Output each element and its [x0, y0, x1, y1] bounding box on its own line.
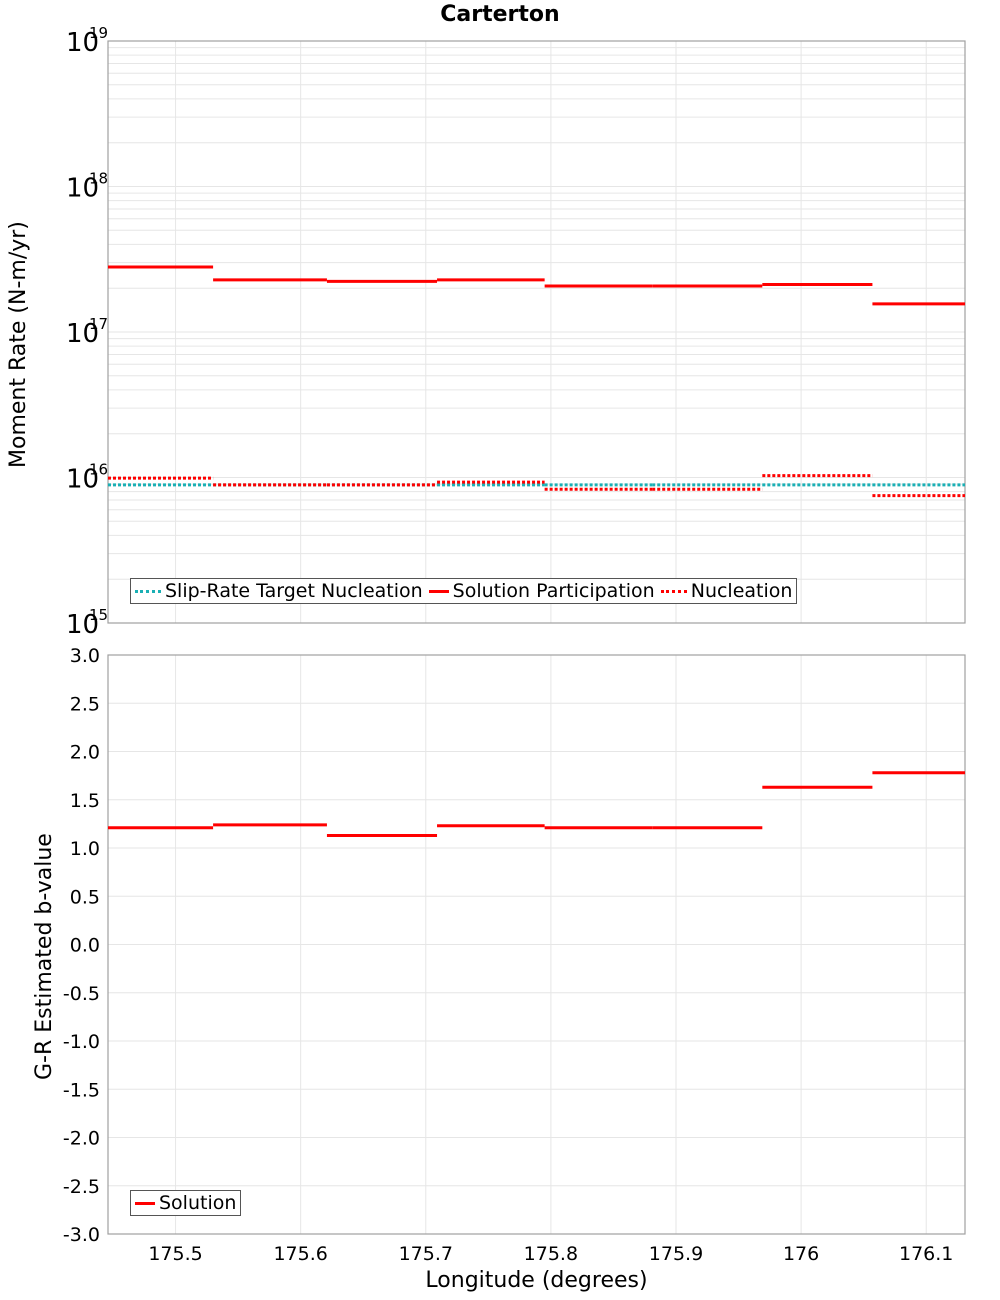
- top-ylabel: Moment Rate (N-m/yr): [6, 221, 31, 468]
- legend-item-solution: Solution: [135, 1192, 236, 1214]
- x-tick-label: 175.8: [524, 1243, 578, 1265]
- y-tick-label: 2.0: [70, 742, 100, 764]
- x-tick-label: 175.9: [649, 1243, 703, 1265]
- y-tick-label: 10: [66, 465, 99, 495]
- y-tick-label: 10: [66, 174, 99, 204]
- top-legend: Slip-Rate Target Nucleation Solution Par…: [130, 578, 798, 604]
- legend-item-target: Slip-Rate Target Nucleation: [135, 580, 423, 602]
- x-tick-label: 176: [783, 1243, 819, 1265]
- y-tick-label: -0.5: [63, 983, 100, 1005]
- y-tick-label: 0.0: [70, 935, 100, 957]
- legend-label: Slip-Rate Target Nucleation: [165, 580, 423, 602]
- legend-swatch-solid-red-icon: [428, 589, 449, 593]
- legend-item-participation: Solution Participation: [428, 580, 655, 602]
- chart-title: Carterton: [440, 2, 560, 27]
- y-tick-label: 10: [66, 28, 99, 58]
- y-tick-exponent: 19: [89, 24, 108, 42]
- x-tick-label: 176.1: [899, 1243, 953, 1265]
- y-tick-label: -1.0: [63, 1031, 100, 1053]
- legend-swatch-dotted-cyan-icon: [135, 589, 161, 593]
- y-tick-label: 2.5: [70, 693, 100, 715]
- bottom-legend: Solution: [130, 1190, 242, 1216]
- y-tick-label: 0.5: [70, 886, 100, 908]
- x-axis-label: Longitude (degrees): [425, 1268, 648, 1293]
- y-tick-exponent: 18: [89, 170, 108, 188]
- x-tick-label: 175.6: [273, 1243, 327, 1265]
- y-tick-exponent: 15: [89, 606, 108, 624]
- legend-swatch-dotted-red-icon: [660, 589, 687, 593]
- legend-swatch-solid-red-icon: [135, 1201, 155, 1205]
- bottom-ylabel: G-R Estimated b-value: [32, 833, 57, 1080]
- y-tick-label: 1.0: [70, 838, 100, 860]
- y-tick-label: 1.5: [70, 790, 100, 812]
- y-tick-label: -1.5: [63, 1079, 100, 1101]
- y-tick-exponent: 16: [89, 461, 108, 479]
- legend-label: Solution: [159, 1192, 237, 1214]
- y-tick-label: -2.0: [63, 1128, 100, 1150]
- y-tick-label: -3.0: [63, 1224, 100, 1246]
- legend-item-nucleation: Nucleation: [660, 580, 793, 602]
- y-tick-label: 3.0: [70, 645, 100, 667]
- y-tick-label: 10: [66, 610, 99, 640]
- x-tick-label: 175.7: [399, 1243, 453, 1265]
- y-tick-label: 10: [66, 319, 99, 349]
- bottom-plot: 3.0 2.5 2.0 1.5 1.0 0.5 0.0 -0.5 -1.0 -1.5 -2.0 -2.…: [63, 645, 966, 1265]
- legend-label: Solution Participation: [452, 580, 655, 602]
- y-tick-label: -2.5: [63, 1176, 100, 1198]
- legend-label: Nucleation: [690, 580, 793, 602]
- x-tick-label: 175.5: [148, 1243, 202, 1265]
- y-tick-exponent: 17: [89, 315, 108, 333]
